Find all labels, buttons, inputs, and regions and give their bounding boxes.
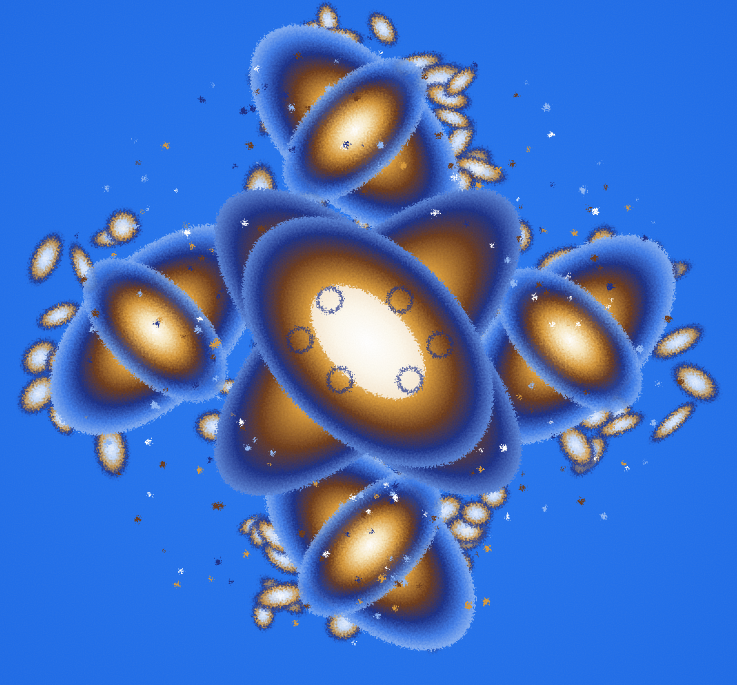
fractal-image [0, 0, 737, 685]
texture-overlay [0, 0, 737, 685]
fractal-canvas [0, 0, 737, 685]
